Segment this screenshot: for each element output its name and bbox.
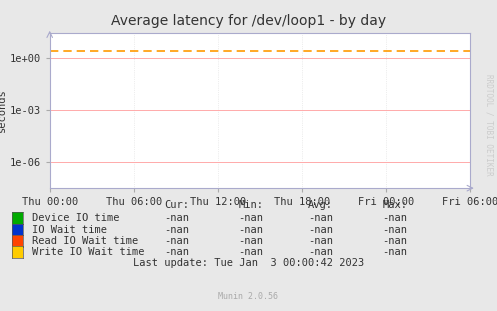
Text: -nan: -nan [308, 213, 333, 223]
Y-axis label: seconds: seconds [0, 89, 6, 132]
Text: -nan: -nan [308, 247, 333, 257]
Text: Average latency for /dev/loop1 - by day: Average latency for /dev/loop1 - by day [111, 14, 386, 28]
Text: -nan: -nan [239, 236, 263, 246]
Text: -nan: -nan [164, 213, 189, 223]
Text: -nan: -nan [164, 225, 189, 234]
Text: Max:: Max: [383, 200, 408, 210]
Text: Read IO Wait time: Read IO Wait time [32, 236, 139, 246]
Text: -nan: -nan [383, 225, 408, 234]
Text: -nan: -nan [239, 213, 263, 223]
Text: -nan: -nan [164, 247, 189, 257]
Text: Avg:: Avg: [308, 200, 333, 210]
Text: RRDTOOL / TOBI OETIKER: RRDTOOL / TOBI OETIKER [484, 73, 493, 175]
Text: IO Wait time: IO Wait time [32, 225, 107, 234]
Text: -nan: -nan [239, 225, 263, 234]
Text: -nan: -nan [308, 225, 333, 234]
Text: Device IO time: Device IO time [32, 213, 120, 223]
Text: Write IO Wait time: Write IO Wait time [32, 247, 145, 257]
Text: Min:: Min: [239, 200, 263, 210]
Text: Last update: Tue Jan  3 00:00:42 2023: Last update: Tue Jan 3 00:00:42 2023 [133, 258, 364, 268]
Text: -nan: -nan [239, 247, 263, 257]
Text: -nan: -nan [383, 236, 408, 246]
Text: Cur:: Cur: [164, 200, 189, 210]
Text: Munin 2.0.56: Munin 2.0.56 [219, 292, 278, 300]
Text: -nan: -nan [383, 247, 408, 257]
Text: -nan: -nan [164, 236, 189, 246]
Text: -nan: -nan [308, 236, 333, 246]
Text: -nan: -nan [383, 213, 408, 223]
